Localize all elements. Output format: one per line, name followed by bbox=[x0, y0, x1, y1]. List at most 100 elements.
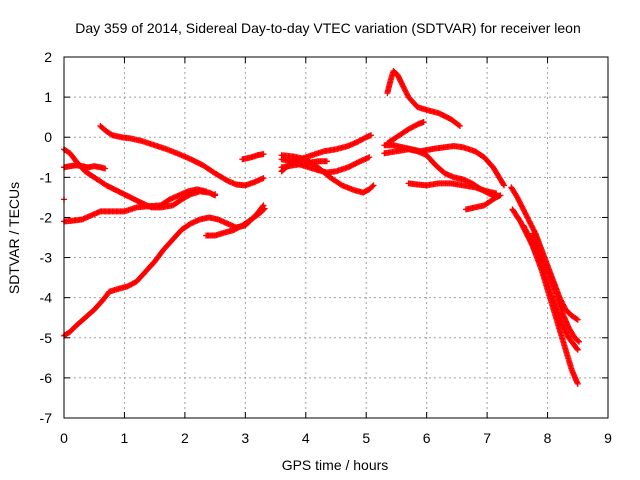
data-point bbox=[514, 194, 521, 201]
data-point bbox=[260, 206, 267, 213]
data-point bbox=[369, 183, 376, 190]
data-point bbox=[203, 188, 210, 195]
data-point bbox=[523, 211, 530, 218]
y-tick-label: 1 bbox=[44, 89, 52, 105]
data-point bbox=[323, 158, 330, 165]
data-point bbox=[573, 315, 580, 322]
data-series-2 bbox=[61, 146, 219, 211]
data-point bbox=[574, 345, 581, 352]
y-tick-label: -4 bbox=[40, 290, 53, 306]
data-point bbox=[574, 346, 581, 353]
data-point bbox=[527, 221, 534, 228]
data-point bbox=[497, 192, 504, 199]
data-point bbox=[575, 338, 582, 345]
data-point bbox=[260, 175, 267, 182]
data-point bbox=[500, 181, 507, 188]
data-point bbox=[404, 91, 411, 98]
x-tick-label: 9 bbox=[604, 430, 612, 446]
data-point bbox=[400, 84, 407, 91]
data-point bbox=[455, 122, 462, 129]
data-point bbox=[212, 191, 219, 198]
data-point bbox=[523, 229, 530, 236]
data-point bbox=[521, 209, 528, 216]
data-series-4 bbox=[97, 122, 267, 189]
data-point bbox=[516, 198, 523, 205]
data-point bbox=[522, 226, 529, 233]
data-point bbox=[528, 222, 535, 229]
data-point bbox=[402, 87, 409, 94]
y-tick-label: -7 bbox=[40, 410, 53, 426]
data-point bbox=[523, 213, 530, 220]
data-point bbox=[530, 226, 537, 233]
data-point bbox=[520, 222, 527, 229]
data-point bbox=[529, 225, 536, 232]
x-tick-label: 7 bbox=[483, 430, 491, 446]
data-points bbox=[61, 68, 582, 387]
data-series-11 bbox=[278, 158, 330, 171]
data-series-5 bbox=[61, 202, 267, 339]
data-point bbox=[368, 132, 375, 139]
data-point bbox=[370, 182, 377, 189]
data-point bbox=[260, 151, 267, 158]
data-point bbox=[525, 217, 532, 224]
data-point bbox=[521, 223, 528, 230]
data-point bbox=[519, 205, 526, 212]
data-point bbox=[456, 122, 463, 129]
data-point bbox=[520, 206, 527, 213]
data-point bbox=[524, 214, 531, 221]
data-point bbox=[562, 328, 569, 335]
y-tick-label: 0 bbox=[44, 129, 52, 145]
data-point bbox=[366, 154, 373, 161]
data-point bbox=[522, 210, 529, 217]
data-point bbox=[574, 316, 581, 323]
data-point bbox=[519, 203, 526, 210]
data-series-20 bbox=[520, 222, 581, 387]
data-point bbox=[399, 82, 406, 89]
data-series-17 bbox=[462, 192, 504, 213]
data-point bbox=[102, 165, 109, 172]
data-point bbox=[561, 326, 568, 333]
data-point bbox=[515, 195, 522, 202]
data-point bbox=[517, 199, 524, 206]
y-tick-label: -1 bbox=[40, 169, 53, 185]
data-point bbox=[521, 207, 528, 214]
x-axis-ticks: 0 1 2 3 4 5 6 7 8 9 bbox=[60, 57, 612, 446]
data-point bbox=[403, 90, 410, 97]
data-point bbox=[517, 201, 524, 208]
y-tick-label: -2 bbox=[40, 209, 53, 225]
x-tick-label: 8 bbox=[544, 430, 552, 446]
data-point bbox=[563, 329, 570, 336]
y-axis-title: SDTVAR / TECUs bbox=[6, 182, 22, 294]
data-point bbox=[501, 182, 508, 189]
data-point bbox=[515, 197, 522, 204]
x-tick-label: 3 bbox=[241, 430, 249, 446]
data-series-3 bbox=[61, 186, 210, 225]
data-point bbox=[574, 337, 581, 344]
grid-lines bbox=[64, 57, 608, 418]
data-point bbox=[529, 223, 536, 230]
x-tick-label: 2 bbox=[181, 430, 189, 446]
y-axis-ticks: -7 -6 -5 -4 -3 -2 -1 0 1 2 bbox=[40, 49, 608, 426]
data-point bbox=[517, 218, 524, 225]
data-series-21 bbox=[529, 230, 582, 345]
plot-frame bbox=[63, 56, 609, 419]
data-point bbox=[527, 219, 534, 226]
data-series-13 bbox=[384, 118, 427, 147]
x-tick-label: 5 bbox=[362, 430, 370, 446]
data-series-12 bbox=[384, 68, 463, 129]
x-axis-title: GPS time / hours bbox=[282, 457, 389, 473]
data-point bbox=[402, 88, 409, 95]
data-point bbox=[574, 380, 581, 387]
y-tick-label: -3 bbox=[40, 250, 53, 266]
chart-title: Day 359 of 2014, Sidereal Day-to-day VTE… bbox=[75, 20, 581, 36]
data-point bbox=[526, 218, 533, 225]
y-tick-label: -5 bbox=[40, 330, 53, 346]
data-point bbox=[563, 330, 570, 337]
data-point bbox=[420, 118, 427, 125]
data-point bbox=[400, 83, 407, 90]
data-point bbox=[401, 86, 408, 93]
data-point bbox=[525, 215, 532, 222]
y-tick-label: 2 bbox=[44, 49, 52, 65]
data-series-18 bbox=[508, 184, 581, 323]
